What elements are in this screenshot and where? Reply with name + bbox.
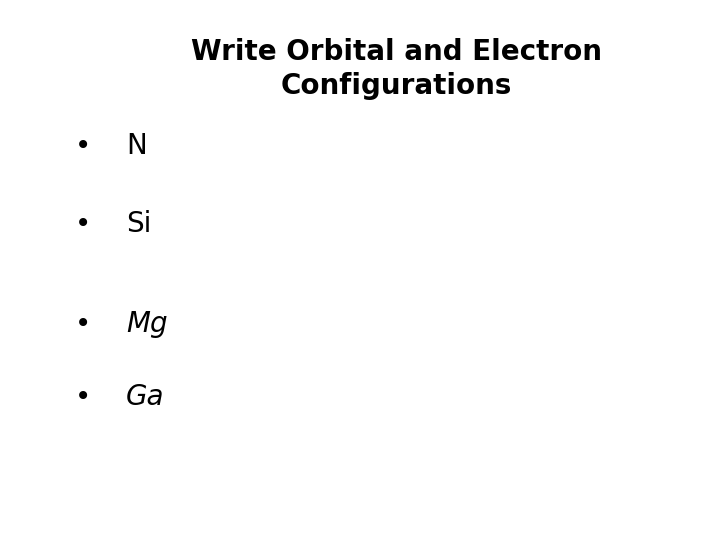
Text: Write Orbital and Electron
Configurations: Write Orbital and Electron Configuration… [191, 38, 601, 100]
Text: •: • [75, 210, 91, 238]
Text: •: • [75, 132, 91, 160]
Text: N: N [126, 132, 147, 160]
Text: Mg: Mg [126, 310, 168, 338]
Text: •: • [75, 310, 91, 338]
Text: Si: Si [126, 210, 151, 238]
Text: •: • [75, 383, 91, 411]
Text: Ga: Ga [126, 383, 164, 411]
